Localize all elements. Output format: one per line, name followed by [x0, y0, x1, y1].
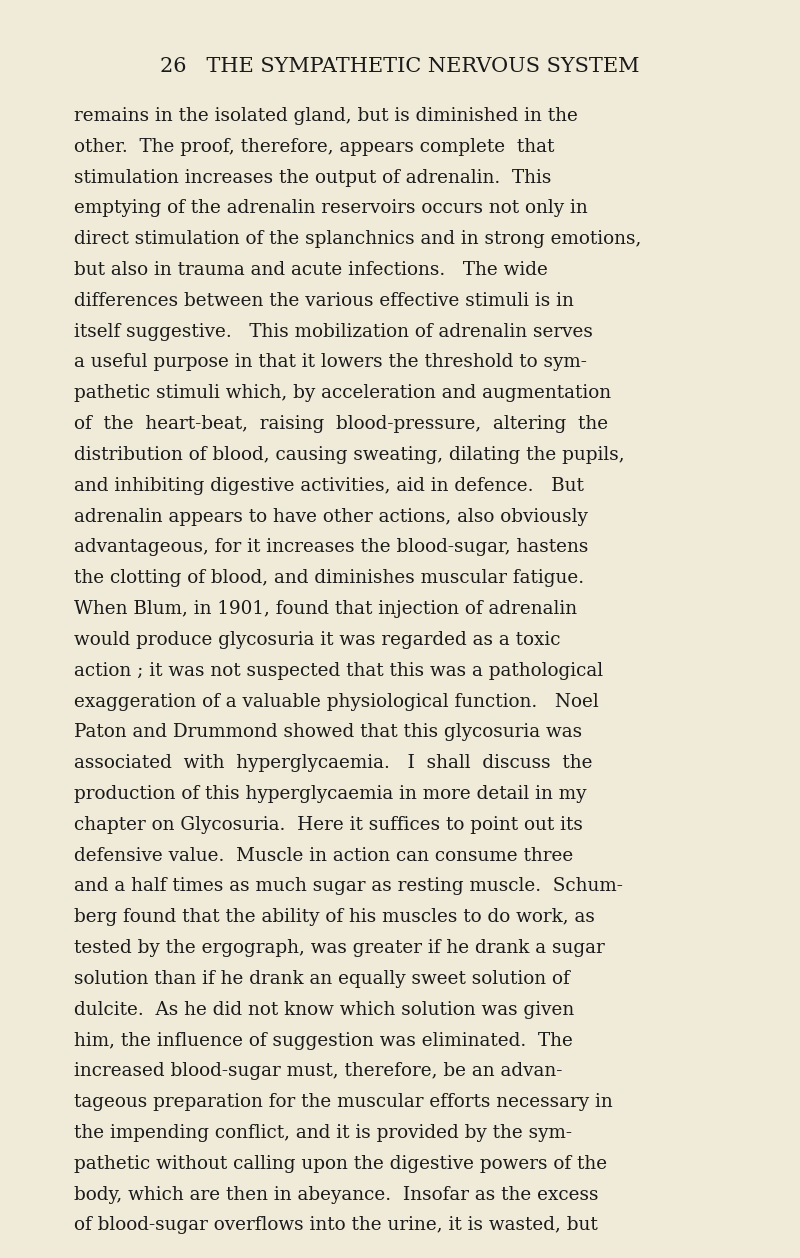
Text: remains in the isolated gland, but is diminished in the: remains in the isolated gland, but is di… — [74, 107, 578, 125]
Text: chapter on Glycosuria.  Here it suffices to point out its: chapter on Glycosuria. Here it suffices … — [74, 815, 582, 834]
Text: a useful purpose in that it lowers the threshold to sym-: a useful purpose in that it lowers the t… — [74, 353, 586, 371]
Text: would produce glycosuria it was regarded as a toxic: would produce glycosuria it was regarded… — [74, 632, 560, 649]
Text: differences between the various effective stimuli is in: differences between the various effectiv… — [74, 292, 574, 309]
Text: Paton and Drummond showed that this glycosuria was: Paton and Drummond showed that this glyc… — [74, 723, 582, 741]
Text: stimulation increases the output of adrenalin.  This: stimulation increases the output of adre… — [74, 169, 551, 186]
Text: and inhibiting digestive activities, aid in defence.   But: and inhibiting digestive activities, aid… — [74, 477, 583, 494]
Text: adrenalin appears to have other actions, also obviously: adrenalin appears to have other actions,… — [74, 507, 587, 526]
Text: emptying of the adrenalin reservoirs occurs not only in: emptying of the adrenalin reservoirs occ… — [74, 199, 587, 218]
Text: solution than if he drank an equally sweet solution of: solution than if he drank an equally swe… — [74, 970, 570, 988]
Text: defensive value.  Muscle in action can consume three: defensive value. Muscle in action can co… — [74, 847, 573, 864]
Text: increased blood-sugar must, therefore, be an advan-: increased blood-sugar must, therefore, b… — [74, 1062, 562, 1081]
Text: tageous preparation for the muscular efforts necessary in: tageous preparation for the muscular eff… — [74, 1093, 612, 1111]
Text: direct stimulation of the splanchnics and in strong emotions,: direct stimulation of the splanchnics an… — [74, 230, 641, 248]
Text: of  the  heart-beat,  raising  blood-pressure,  altering  the: of the heart-beat, raising blood-pressur… — [74, 415, 608, 433]
Text: advantageous, for it increases the blood-sugar, hastens: advantageous, for it increases the blood… — [74, 538, 588, 556]
Text: berg found that the ability of his muscles to do work, as: berg found that the ability of his muscl… — [74, 908, 594, 926]
Text: body, which are then in abeyance.  Insofar as the excess: body, which are then in abeyance. Insofa… — [74, 1185, 598, 1204]
Text: other.  The proof, therefore, appears complete  that: other. The proof, therefore, appears com… — [74, 137, 554, 156]
Text: When Blum, in 1901, found that injection of adrenalin: When Blum, in 1901, found that injection… — [74, 600, 577, 618]
Text: him, the influence of suggestion was eliminated.  The: him, the influence of suggestion was eli… — [74, 1032, 573, 1049]
Text: the clotting of blood, and diminishes muscular fatigue.: the clotting of blood, and diminishes mu… — [74, 569, 584, 587]
Text: but also in trauma and acute infections.   The wide: but also in trauma and acute infections.… — [74, 260, 547, 279]
Text: action ; it was not suspected that this was a pathological: action ; it was not suspected that this … — [74, 662, 602, 679]
Text: pathetic without calling upon the digestive powers of the: pathetic without calling upon the digest… — [74, 1155, 606, 1172]
Text: 26   THE SYMPATHETIC NERVOUS SYSTEM: 26 THE SYMPATHETIC NERVOUS SYSTEM — [160, 57, 640, 75]
Text: dulcite.  As he did not know which solution was given: dulcite. As he did not know which soluti… — [74, 1001, 574, 1019]
Text: production of this hyperglycaemia in more detail in my: production of this hyperglycaemia in mor… — [74, 785, 586, 803]
Text: associated  with  hyperglycaemia.   I  shall  discuss  the: associated with hyperglycaemia. I shall … — [74, 755, 592, 772]
Text: tested by the ergograph, was greater if he drank a sugar: tested by the ergograph, was greater if … — [74, 938, 604, 957]
Text: and a half times as much sugar as resting muscle.  Schum-: and a half times as much sugar as restin… — [74, 878, 622, 896]
Text: of blood-sugar overflows into the urine, it is wasted, but: of blood-sugar overflows into the urine,… — [74, 1216, 598, 1234]
Text: itself suggestive.   This mobilization of adrenalin serves: itself suggestive. This mobilization of … — [74, 322, 593, 341]
Text: exaggeration of a valuable physiological function.   Noel: exaggeration of a valuable physiological… — [74, 692, 598, 711]
Text: the impending conflict, and it is provided by the sym-: the impending conflict, and it is provid… — [74, 1125, 571, 1142]
Text: pathetic stimuli which, by acceleration and augmentation: pathetic stimuli which, by acceleration … — [74, 384, 610, 403]
Text: distribution of blood, causing sweating, dilating the pupils,: distribution of blood, causing sweating,… — [74, 445, 624, 464]
